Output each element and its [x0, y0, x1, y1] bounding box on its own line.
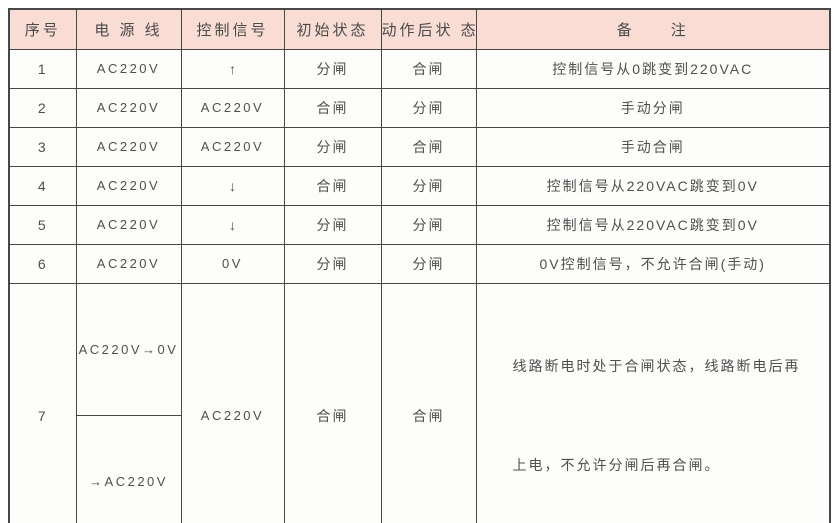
cell-no: 6: [8, 243, 77, 284]
cell-signal: AC220V: [180, 126, 285, 167]
cell-remark: 手动合闸: [475, 126, 831, 167]
header-cell-power: 电 源 线: [75, 8, 182, 50]
cell-signal-up-arrow: ↑: [180, 48, 285, 89]
cell-after: 合闸: [380, 282, 477, 523]
cell-no: 7: [8, 282, 77, 523]
cell-remark: 控制信号从220VAC跳变到0V: [475, 204, 831, 245]
cell-no: 4: [8, 165, 77, 206]
cell-no: 1: [8, 48, 77, 89]
cell-remark: 手动分闸: [475, 87, 831, 128]
switch-state-table: 序号 电 源 线 控制信号 初始状态 动作后状 态 备 注 1 AC220V ↑…: [8, 8, 831, 523]
cell-power-bottom: →AC220V: [75, 415, 182, 523]
header-cell-after: 动作后状 态: [380, 8, 477, 50]
table-row-4: 4 AC220V ↓ 合闸 分闸 控制信号从220VAC跳变到0V: [8, 165, 831, 206]
cell-initial: 合闸: [283, 87, 382, 128]
header-row: 序号 电 源 线 控制信号 初始状态 动作后状 态 备 注: [8, 8, 831, 50]
cell-power: AC220V: [75, 87, 182, 128]
cell-after: 合闸: [380, 48, 477, 89]
cell-signal-down-arrow: ↓: [180, 204, 285, 245]
header-cell-signal: 控制信号: [180, 8, 285, 50]
cell-after: 分闸: [380, 87, 477, 128]
table-row-5: 5 AC220V ↓ 分闸 分闸 控制信号从220VAC跳变到0V: [8, 204, 831, 245]
cell-initial: 分闸: [283, 243, 382, 284]
cell-power: AC220V: [75, 48, 182, 89]
header-cell-initial: 初始状态: [283, 8, 382, 50]
cell-initial: 合闸: [283, 282, 382, 523]
table-row-2: 2 AC220V AC220V 合闸 分闸 手动分闸: [8, 87, 831, 128]
cell-after: 分闸: [380, 243, 477, 284]
remark-line-2: 上电，不允许分闸后再合闸。: [512, 456, 721, 473]
cell-no: 3: [8, 126, 77, 167]
cell-remark: 控制信号从0跳变到220VAC: [475, 48, 831, 89]
cell-power: AC220V: [75, 243, 182, 284]
cell-power: AC220V: [75, 165, 182, 206]
cell-after: 分闸: [380, 204, 477, 245]
header-cell-remark: 备 注: [475, 8, 831, 50]
table-row-1: 1 AC220V ↑ 分闸 合闸 控制信号从0跳变到220VAC: [8, 48, 831, 89]
cell-no: 5: [8, 204, 77, 245]
cell-power: AC220V: [75, 204, 182, 245]
remark-line-1: 线路断电时处于合闸状态，线路断电后再: [512, 357, 801, 374]
cell-after: 分闸: [380, 165, 477, 206]
cell-initial: 分闸: [283, 48, 382, 89]
cell-remark: 控制信号从220VAC跳变到0V: [475, 165, 831, 206]
cell-signal: AC220V: [180, 282, 285, 523]
cell-no: 2: [8, 87, 77, 128]
cell-power-top: AC220V→0V: [75, 282, 182, 416]
cell-signal: AC220V: [180, 87, 285, 128]
cell-remark: 0V控制信号，不允许合闸(手动): [475, 243, 831, 284]
header-cell-no: 序号: [8, 8, 77, 50]
cell-power: AC220V: [75, 126, 182, 167]
cell-remark: 线路断电时处于合闸状态，线路断电后再 上电，不允许分闸后再合闸。: [475, 282, 831, 523]
table-row-3: 3 AC220V AC220V 分闸 合闸 手动合闸: [8, 126, 831, 167]
cell-initial: 合闸: [283, 165, 382, 206]
cell-signal: 0V: [180, 243, 285, 284]
cell-initial: 分闸: [283, 126, 382, 167]
table-row-7: 7 AC220V→0V AC220V 合闸 合闸 线路断电时处于合闸状态，线路断…: [8, 282, 831, 523]
cell-initial: 分闸: [283, 204, 382, 245]
table-row-6: 6 AC220V 0V 分闸 分闸 0V控制信号，不允许合闸(手动): [8, 243, 831, 284]
cell-after: 合闸: [380, 126, 477, 167]
cell-signal-down-arrow: ↓: [180, 165, 285, 206]
